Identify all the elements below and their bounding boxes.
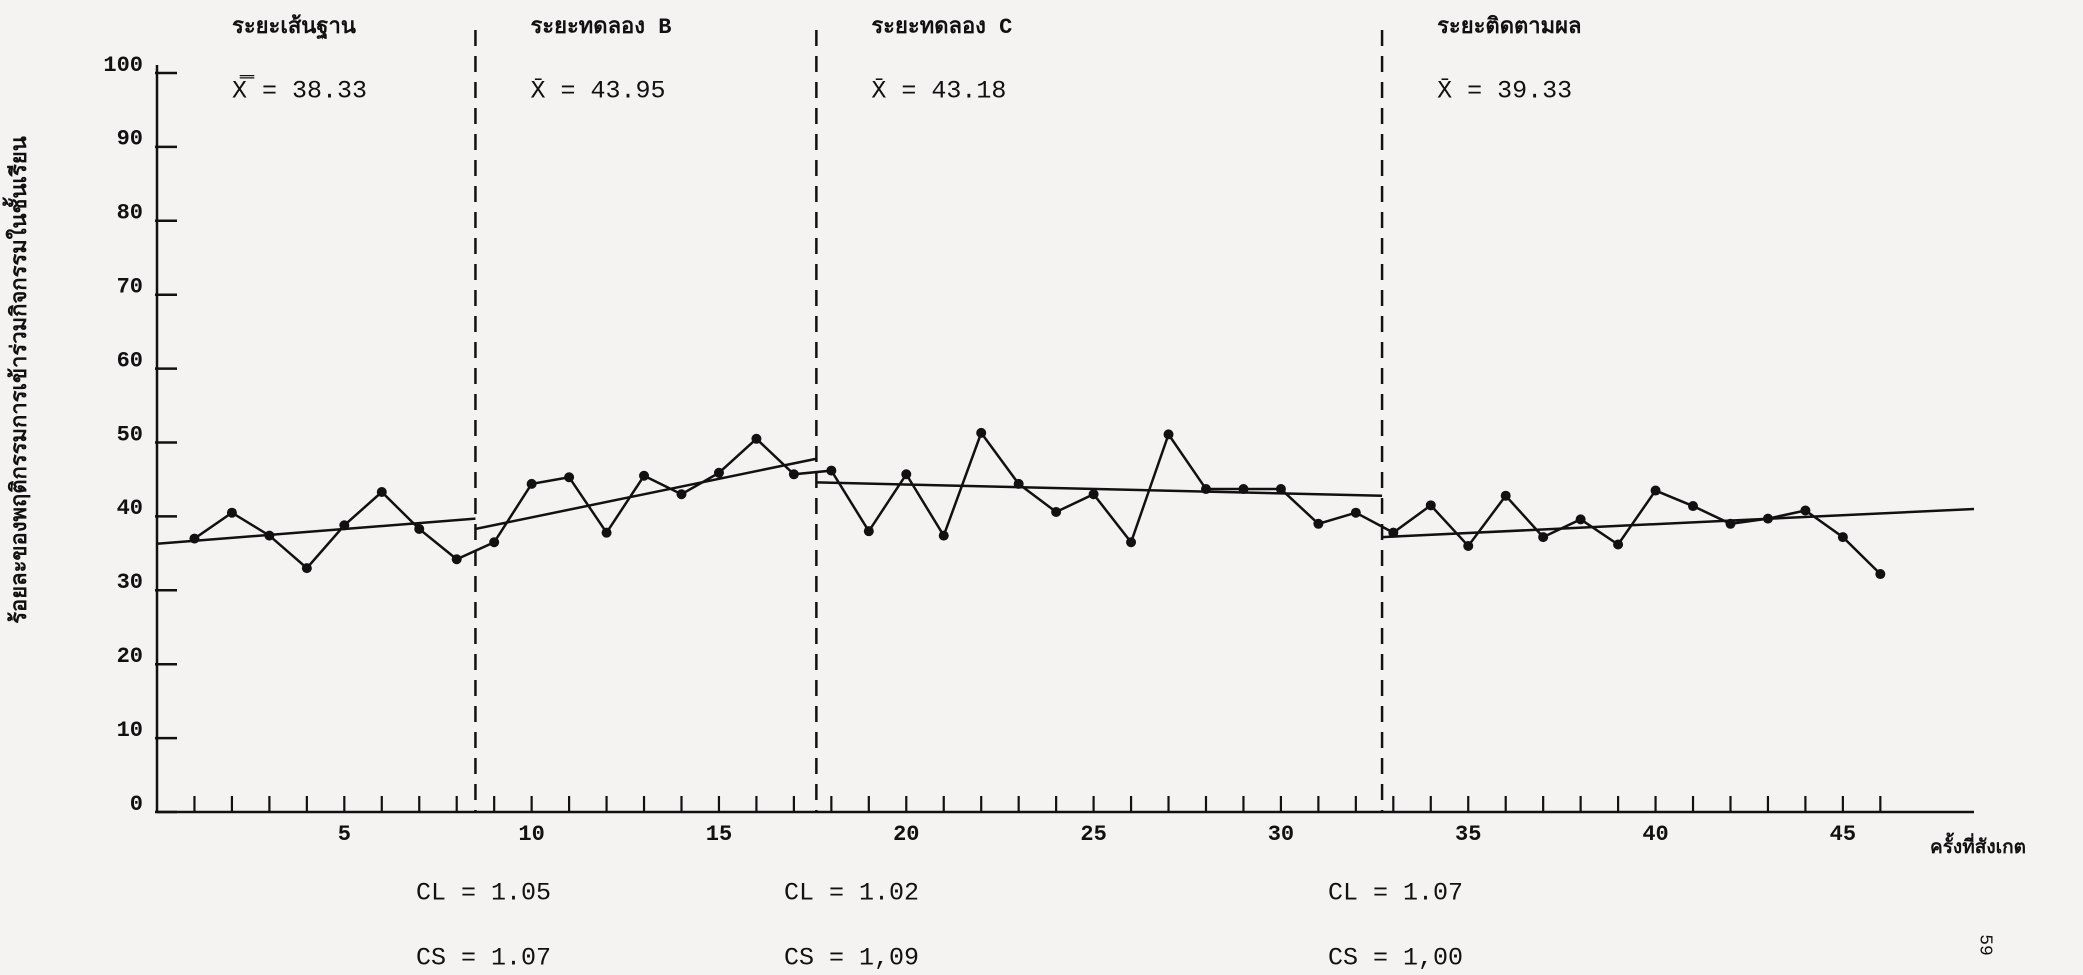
trend-line [816, 481, 1383, 497]
data-point [414, 523, 425, 534]
data-point [1126, 537, 1137, 548]
phase-mean: X̄ = 39.33 [1437, 77, 1572, 106]
phase-title: ระยะทดลอง B [530, 15, 671, 40]
data-point [676, 489, 687, 500]
data-point [1238, 484, 1249, 495]
data-point [1088, 489, 1099, 500]
data-point [1613, 539, 1624, 550]
y-tick-label: 10 [117, 718, 143, 743]
data-point [339, 520, 350, 531]
trend-line [156, 517, 476, 545]
data-point [1800, 505, 1811, 516]
data-point [1650, 485, 1661, 496]
y-tick-label: 80 [117, 201, 143, 226]
data-point [1388, 527, 1399, 538]
y-tick-label: 100 [103, 53, 143, 78]
y-tick-label: 0 [130, 792, 143, 817]
data-point [1051, 506, 1062, 517]
x-tick-label: 30 [1268, 822, 1294, 847]
y-tick-label: 60 [117, 348, 143, 373]
x-tick-label: 10 [518, 822, 544, 847]
cs-label: CS = 1,00 [1328, 944, 1463, 973]
data-point [826, 465, 837, 476]
data-point [1163, 429, 1174, 440]
data-point [1275, 484, 1286, 495]
cl-label: CL = 1.07 [1328, 879, 1463, 908]
y-tick-label: 90 [117, 127, 143, 152]
phase-title: ระยะทดลอง C [871, 15, 1012, 40]
x-axis-label: ครั้งที่สังเกต [1930, 832, 2026, 859]
data-point [376, 487, 387, 498]
phase-mean: X̄ = 43.18 [871, 77, 1006, 106]
data-point [788, 469, 799, 480]
data-point [1425, 500, 1436, 511]
data-point [1762, 513, 1773, 524]
cl-label: CL = 1.05 [416, 879, 551, 908]
phase-mean: X̄ = 43.95 [530, 77, 665, 106]
data-point [639, 470, 650, 481]
data-point [301, 563, 312, 574]
data-point [564, 472, 575, 483]
y-axis-label: ร้อยละของพฤติกรรมการเข้าร่วมกิจกรรมในชั้… [2, 136, 33, 624]
y-tick-label: 30 [117, 570, 143, 595]
data-point [1463, 540, 1474, 551]
data-point [1013, 478, 1024, 489]
cl-label: CL = 1.02 [784, 879, 919, 908]
x-tick-label: 35 [1455, 822, 1481, 847]
data-point [1575, 514, 1586, 525]
data-point [1725, 518, 1736, 529]
x-tick-label: 5 [338, 822, 351, 847]
data-point [863, 526, 874, 537]
data-point [1538, 532, 1549, 543]
data-point [264, 530, 275, 541]
data-point [976, 427, 987, 438]
data-point [751, 433, 762, 444]
data-point [489, 537, 500, 548]
data-point [226, 507, 237, 518]
x-tick-label: 20 [893, 822, 919, 847]
data-point [526, 478, 537, 489]
data-point [601, 527, 612, 538]
data-point [1313, 518, 1324, 529]
y-tick-label: 50 [117, 422, 143, 447]
data-point [1875, 569, 1886, 580]
data-point [938, 530, 949, 541]
page-number: 59 [1974, 934, 1994, 956]
x-tick-label: 40 [1642, 822, 1668, 847]
phase-title: ระยะติดตามผล [1437, 14, 1581, 40]
data-point [1200, 484, 1211, 495]
y-tick-label: 20 [117, 644, 143, 669]
x-tick-label: 45 [1830, 822, 1856, 847]
phase-title: ระยะเส้นฐาน [232, 14, 356, 40]
y-tick-label: 70 [117, 275, 143, 300]
data-point [1688, 501, 1699, 512]
x-tick-label: 25 [1080, 822, 1106, 847]
data-point [713, 467, 724, 478]
data-point [901, 469, 912, 480]
data-point [189, 533, 200, 544]
data-line [193, 430, 1882, 575]
cs-label: CS = 1.07 [416, 944, 551, 973]
cs-label: CS = 1,09 [784, 944, 919, 973]
y-tick-label: 40 [117, 496, 143, 521]
trend-line [475, 457, 817, 531]
trend-line [1382, 507, 1975, 539]
data-point [1500, 490, 1511, 501]
data-point [451, 554, 462, 565]
x-tick-label: 15 [706, 822, 732, 847]
data-point [1837, 532, 1848, 543]
phase-mean: X̿ = 38.33 [232, 74, 367, 106]
data-point [1350, 507, 1361, 518]
